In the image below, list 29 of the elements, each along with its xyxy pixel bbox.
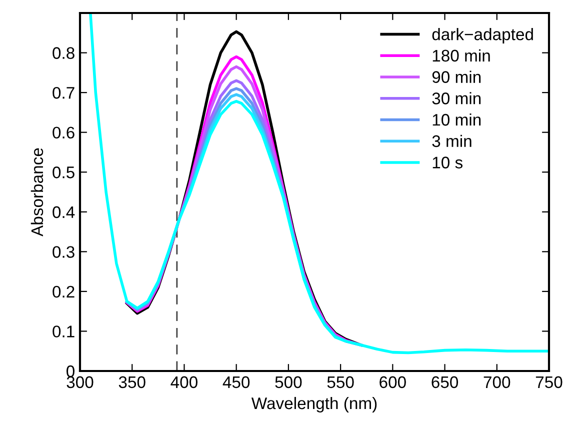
- legend-label: 10 s: [432, 156, 463, 168]
- x-tick-label: 700: [484, 376, 510, 388]
- y-tick-label: 0.1: [52, 326, 74, 338]
- x-tick-label: 650: [432, 376, 458, 388]
- x-tick-label: 400: [170, 376, 198, 388]
- x-tick-label: 350: [118, 376, 146, 388]
- x-tick-label: 500: [275, 376, 302, 388]
- legend-label: 90 min: [432, 70, 481, 83]
- x-tick-label: 600: [380, 376, 406, 388]
- legend-label: dark−adapted: [432, 28, 533, 44]
- x-axis-title: Wavelength (nm): [251, 396, 377, 412]
- y-axis-title: Absorbance: [30, 148, 44, 236]
- legend-label: 3 min: [432, 134, 472, 148]
- legend-label: 30 min: [432, 92, 481, 104]
- y-tick-label: 0.5: [52, 166, 74, 178]
- x-tick-label: 450: [222, 376, 250, 388]
- y-tick-label: 0.3: [52, 246, 74, 258]
- y-tick-label: 0.7: [52, 86, 74, 99]
- legend-label: 180 min: [432, 49, 490, 62]
- y-tick-label: 0.8: [52, 47, 74, 59]
- x-tick-label: 300: [66, 376, 94, 388]
- legend-label: 10 min: [432, 113, 481, 126]
- y-tick-label: 0: [66, 365, 74, 378]
- x-tick-label: 750: [536, 376, 562, 388]
- y-tick-label: 0.6: [52, 126, 74, 139]
- x-tick-label: 550: [327, 376, 354, 388]
- line-series: [89, 13, 549, 354]
- y-tick-label: 0.4: [52, 206, 75, 218]
- y-tick-label: 0.2: [52, 286, 74, 298]
